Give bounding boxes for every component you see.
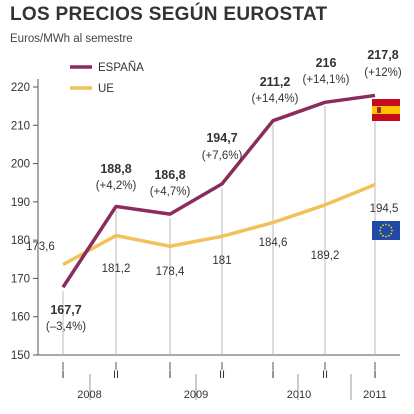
eu-star xyxy=(390,226,393,229)
data-label-change-espana: (+14,1%) xyxy=(303,74,350,86)
eu-star xyxy=(390,232,393,235)
data-label-ue: 181,2 xyxy=(102,263,131,275)
data-label-change-espana: (+14,4%) xyxy=(252,93,299,105)
data-label-espana: 216 xyxy=(316,56,337,70)
legend-label-espana: ESPAÑA xyxy=(98,61,144,74)
chart-title: LOS PRECIOS SEGÚN EUROSTAT xyxy=(10,4,328,25)
eu-star xyxy=(379,226,382,229)
y-tick-label: 180 xyxy=(11,235,30,247)
y-tick-label: 170 xyxy=(11,273,30,285)
x-tick-label: II xyxy=(113,369,119,381)
data-label-change-espana: (+7,6%) xyxy=(202,150,243,162)
eu-star xyxy=(382,234,384,237)
data-label-ue: 194,5 xyxy=(370,203,399,215)
data-label-change-espana: (+4,7%) xyxy=(150,186,191,198)
eu-star xyxy=(379,229,381,232)
y-tick-label: 220 xyxy=(11,82,30,94)
data-label-change-espana: (–3,4%) xyxy=(46,321,86,333)
legend-label-ue: UE xyxy=(98,83,114,95)
y-tick-label: 150 xyxy=(11,350,30,362)
eu-star xyxy=(379,232,382,235)
y-tick-label: 210 xyxy=(11,120,30,132)
x-tick-label: I xyxy=(61,369,64,381)
y-tick-label: 160 xyxy=(11,312,30,324)
eu-star xyxy=(391,229,393,232)
data-label-change-espana: (+12%) xyxy=(364,67,402,79)
data-label-espana: 167,7 xyxy=(50,303,81,317)
eu-star xyxy=(388,224,390,227)
x-tick-label: II xyxy=(219,369,225,381)
year-label: 2009 xyxy=(184,389,208,401)
year-label: 2011 xyxy=(363,389,387,401)
legend: ESPAÑA UE xyxy=(70,61,144,95)
data-label-ue: 184,6 xyxy=(259,237,288,249)
data-label-espana: 186,8 xyxy=(154,168,185,182)
data-label-ue: 178,4 xyxy=(156,266,185,278)
eu-flag-icon xyxy=(372,221,400,240)
x-tick-label: I xyxy=(271,369,274,381)
data-labels: 167,7 (–3,4%) 188,8 (+4,2%) 186,8 (+4,7%) 194,… xyxy=(26,48,402,333)
data-label-espana: 188,8 xyxy=(100,162,131,176)
x-tick-label: II xyxy=(322,369,328,381)
spain-flag-icon xyxy=(372,99,400,121)
eu-star xyxy=(388,234,390,237)
data-label-change-espana: (+4,2%) xyxy=(96,180,137,192)
x-tick-label: I xyxy=(168,369,171,381)
chart-subtitle: Euros/MWh al semestre xyxy=(10,33,133,45)
series-line-ue xyxy=(62,183,376,267)
data-label-espana: 211,2 xyxy=(260,75,291,89)
data-label-ue: 173,6 xyxy=(26,241,55,253)
series-line-espana xyxy=(61,93,376,289)
y-tick-label: 200 xyxy=(11,159,30,171)
x-tick-label: I xyxy=(373,369,376,381)
y-tick-label: 190 xyxy=(11,197,30,209)
data-label-ue: 189,2 xyxy=(311,250,340,262)
data-label-ue: 181 xyxy=(212,255,231,267)
eu-star xyxy=(385,235,387,238)
data-label-espana: 217,8 xyxy=(367,48,398,62)
data-label-espana: 194,7 xyxy=(206,131,237,145)
eu-star xyxy=(385,223,387,226)
series-lines xyxy=(61,93,376,289)
eu-star xyxy=(382,224,384,227)
year-label: 2008 xyxy=(77,389,101,401)
year-label: 2010 xyxy=(287,389,311,401)
